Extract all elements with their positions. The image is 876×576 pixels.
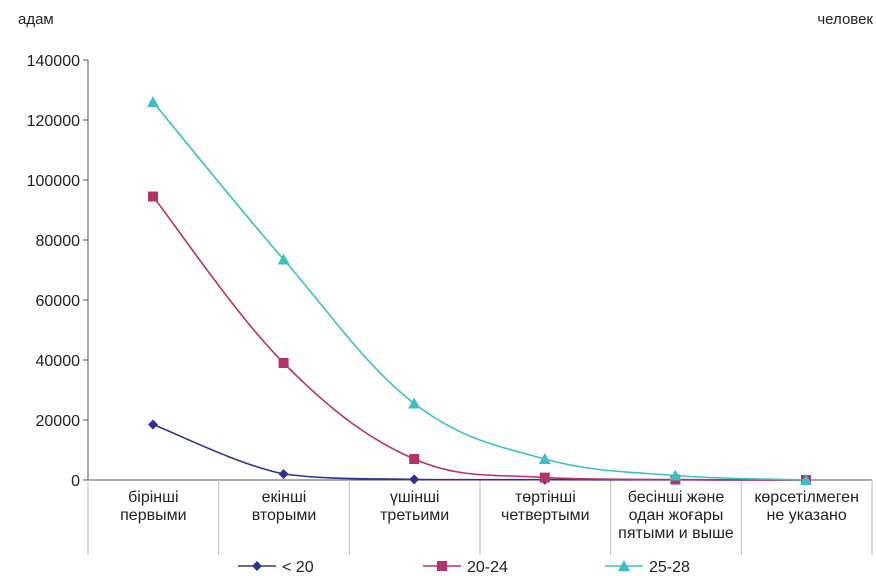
data-point-marker xyxy=(409,454,420,464)
y-tick-label: 120000 xyxy=(27,113,80,130)
y-tick-label: 140000 xyxy=(27,53,80,70)
right-unit-label: человек xyxy=(817,11,873,28)
x-category-label: бесінші және xyxy=(628,489,725,506)
series-line xyxy=(152,101,807,481)
legend-label: 25-28 xyxy=(649,559,690,576)
x-category-label: первыми xyxy=(120,507,186,524)
x-category-label: не указано xyxy=(767,507,847,524)
data-point-marker xyxy=(278,469,289,479)
series-20-24 xyxy=(148,191,811,485)
x-category-label: третьими xyxy=(380,507,449,524)
series-25-28 xyxy=(147,96,812,485)
x-category-label: вторыми xyxy=(252,507,317,524)
series-line xyxy=(152,196,807,481)
data-point-marker xyxy=(148,419,158,430)
x-category-label: четвертыми xyxy=(501,507,590,524)
data-point-marker xyxy=(669,469,682,481)
data-point-marker xyxy=(538,453,551,464)
legend-swatch-marker xyxy=(252,561,262,571)
x-category-label: екінші xyxy=(262,489,307,506)
data-point-marker xyxy=(539,472,550,483)
left-unit-label: адам xyxy=(18,11,54,28)
y-tick-label: 20000 xyxy=(36,413,81,430)
x-category-label: төртінші xyxy=(515,489,576,506)
legend: < 20 20-24 25-28 xyxy=(238,559,690,576)
axes: 0 20000 40000 60000 80000 100000 120000 140000 б… xyxy=(27,53,873,555)
y-tick-label: 100000 xyxy=(27,173,80,190)
data-point-marker xyxy=(147,96,159,107)
data-point-marker xyxy=(148,191,158,202)
legend-label: < 20 xyxy=(282,559,314,576)
data-point-marker xyxy=(800,474,812,485)
data-point-marker xyxy=(408,397,421,409)
series-layer xyxy=(147,96,812,485)
y-tick-label: 40000 xyxy=(36,353,81,370)
legend-label: 20-24 xyxy=(467,559,508,576)
y-tick-label: 80000 xyxy=(36,233,81,250)
legend-swatch-marker xyxy=(437,561,447,571)
x-category-label: көрсетілмеген xyxy=(754,489,859,506)
legend-item: < 20 xyxy=(238,559,314,576)
legend-item: 25-28 xyxy=(605,559,690,576)
legend-swatch-marker xyxy=(618,560,630,571)
x-category-label: бірінші xyxy=(128,489,178,506)
data-point-marker xyxy=(278,358,289,368)
x-category-label: пятыми и выше xyxy=(618,525,734,542)
y-tick-label: 60000 xyxy=(36,293,81,310)
series-line xyxy=(152,423,807,481)
y-tick-label: 0 xyxy=(71,473,80,490)
x-category-label: одан жоғары xyxy=(629,507,724,524)
legend-item: 20-24 xyxy=(423,559,508,576)
data-point-marker xyxy=(409,474,420,485)
data-point-marker xyxy=(277,253,290,265)
x-category-label: үшінші xyxy=(390,489,440,506)
